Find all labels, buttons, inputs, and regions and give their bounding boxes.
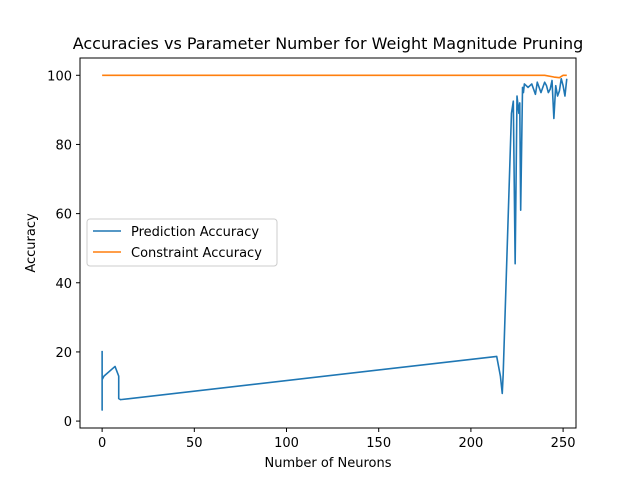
legend-label-constraint: Constraint Accuracy — [131, 246, 262, 261]
x-axis-ticks: 0 50 100 150 200 250 — [98, 428, 576, 451]
y-tick-label: 40 — [55, 277, 72, 292]
y-tick-label: 60 — [55, 208, 72, 223]
x-tick-label: 0 — [98, 436, 106, 451]
series-line-prediction-accuracy — [101, 77, 568, 411]
y-tick-label: 0 — [64, 415, 72, 430]
legend-label-prediction: Prediction Accuracy — [131, 225, 259, 240]
x-tick-label: 100 — [274, 436, 299, 451]
x-tick-label: 200 — [458, 436, 483, 451]
y-tick-label: 80 — [55, 138, 72, 153]
legend: Prediction Accuracy Constraint Accuracy — [86, 218, 278, 267]
plot-area — [101, 74, 568, 411]
y-tick-label: 20 — [55, 346, 72, 361]
x-tick-label: 250 — [551, 436, 576, 451]
y-axis-label: Accuracy — [24, 213, 39, 273]
y-axis-ticks: 0 20 40 60 80 100 — [47, 69, 80, 430]
x-axis-label: Number of Neurons — [264, 456, 391, 471]
legend-box — [86, 218, 278, 267]
chart-title: Accuracies vs Parameter Number for Weigh… — [73, 34, 584, 53]
y-tick-label: 100 — [47, 69, 72, 84]
x-tick-label: 150 — [366, 436, 391, 451]
series-line-constraint-accuracy — [102, 74, 567, 79]
x-tick-label: 50 — [186, 436, 203, 451]
axes-frame — [79, 57, 577, 429]
